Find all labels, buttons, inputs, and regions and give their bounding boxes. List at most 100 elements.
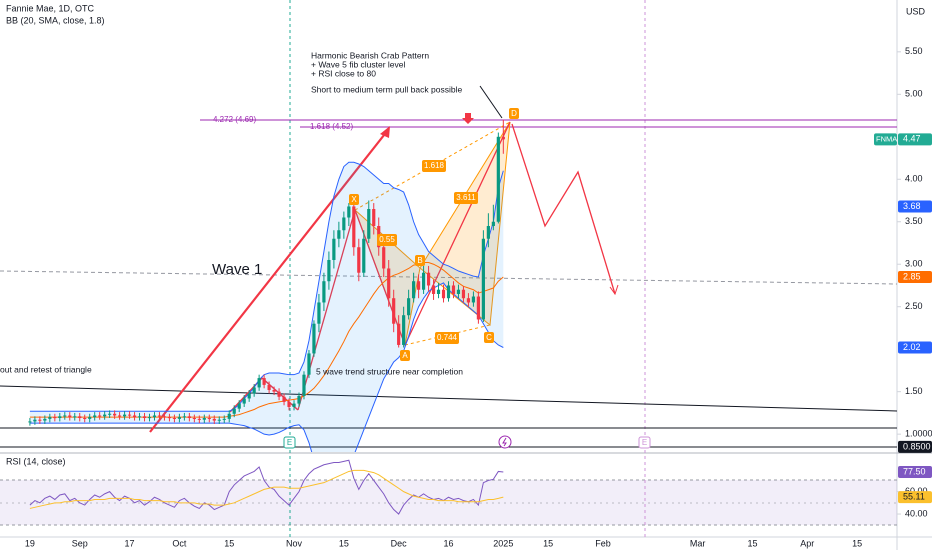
candle-body: [307, 353, 311, 375]
candle-body: [43, 418, 47, 421]
candle-body: [481, 238, 485, 320]
ratio: 3.611: [456, 193, 476, 202]
point: C: [486, 333, 492, 342]
candle-body: [431, 285, 436, 294]
sell-marker: [462, 113, 474, 124]
y-tick-label: 5.00: [905, 89, 923, 99]
x-tick-label: Sep: [72, 538, 88, 548]
symbol-tag-label: FNMA: [876, 134, 897, 143]
point-box: [349, 194, 359, 205]
candle-body: [372, 209, 376, 226]
y-tick-label: 60.00: [905, 486, 928, 496]
candle-body: [118, 415, 122, 417]
candle-body: [392, 298, 396, 324]
candle-body: [352, 206, 356, 248]
wave-arrow: [149, 129, 389, 433]
candle-body: [192, 418, 196, 420]
candle-body: [277, 391, 281, 397]
candle-body: [282, 396, 286, 402]
candle-body: [382, 247, 386, 269]
candle-body: [272, 389, 276, 392]
series-line: [29, 161, 504, 412]
candle-body: [88, 417, 92, 419]
candle-body: [501, 136, 505, 140]
candle-body: [486, 226, 490, 239]
candle-body: [387, 268, 391, 299]
candle-body: [217, 419, 221, 421]
rsi-band: [0, 480, 897, 525]
candle-body: [407, 298, 411, 316]
candle-body: [157, 415, 162, 417]
candle-body: [237, 403, 241, 409]
note: Harmonic Bearish Crab Pattern: [311, 50, 429, 60]
x-tick-label: 15: [224, 538, 234, 548]
candle-body: [162, 416, 167, 418]
series-line: [29, 282, 504, 452]
candle-body: [287, 401, 291, 407]
note: 5 wave trend structure near completion: [316, 366, 463, 376]
candle-body: [242, 398, 246, 404]
price-tag: [898, 440, 932, 453]
candle-body: [167, 417, 172, 419]
candle-body: [142, 416, 147, 419]
y-tick-label: 2.50: [905, 301, 923, 311]
candle-body: [58, 416, 62, 419]
candle-body: [417, 281, 421, 290]
x-tick-label: 15: [543, 538, 553, 548]
candle-body: [227, 413, 231, 419]
candle-body: [312, 323, 316, 354]
fib-label: 1.618 (4.52): [310, 122, 353, 131]
candle-body: [63, 415, 67, 417]
price-tag-label: 4.47: [903, 134, 921, 144]
price-tag-label: 77.50: [903, 466, 926, 476]
price-tag-label: 2.02: [903, 342, 921, 352]
x-tick-label: 15: [747, 538, 757, 548]
candle-body: [98, 415, 102, 417]
ratio: 1.618: [424, 161, 445, 170]
price-tag: [898, 133, 932, 146]
wave-zigzag: [229, 376, 299, 413]
candle-body: [491, 221, 495, 226]
wave-label: Wave 1: [212, 261, 262, 278]
wave-zigzag: [297, 121, 511, 411]
candle-body: [172, 418, 177, 420]
candle-body: [177, 417, 181, 419]
note: Short to medium term pull back possible: [311, 84, 462, 94]
point: A: [402, 351, 408, 360]
candle-body: [267, 384, 271, 390]
candle-body: [461, 289, 466, 299]
candle-body: [222, 418, 226, 420]
x-tick-label: 17: [125, 538, 135, 548]
candle-body: [327, 259, 331, 282]
y-tick-label: 3.50: [905, 216, 923, 226]
x-tick-label: Oct: [172, 538, 187, 548]
price-tag: [898, 341, 932, 354]
candle-body: [113, 413, 117, 416]
indicator: BB (20, SMA, close, 1.8): [6, 15, 105, 25]
price-tag-label: 3.68: [903, 201, 921, 211]
symbol: Fannie Mae, 1D, OTC: [6, 3, 95, 13]
note: out and retest of triangle: [0, 364, 92, 374]
y-tick-label: 1.50: [905, 386, 923, 396]
candle-body: [212, 418, 216, 421]
candle-body: [402, 315, 406, 345]
fib-label: 4.272 (4.69): [213, 115, 256, 124]
candle-body: [426, 272, 431, 286]
candle-body: [53, 417, 57, 419]
candle-body: [103, 414, 107, 417]
candle-body: [337, 230, 341, 239]
triangle-line: [0, 385, 898, 412]
event: E: [642, 438, 647, 447]
candle-body: [197, 418, 201, 420]
x-tick-label: 15: [339, 538, 349, 548]
candle-body: [93, 415, 97, 418]
dividend-icon: [498, 435, 512, 449]
event-box: [283, 436, 296, 449]
candle-body: [322, 281, 326, 303]
ratio: 0.744: [437, 333, 458, 342]
event-box: [638, 436, 651, 449]
candle-body: [476, 296, 480, 320]
